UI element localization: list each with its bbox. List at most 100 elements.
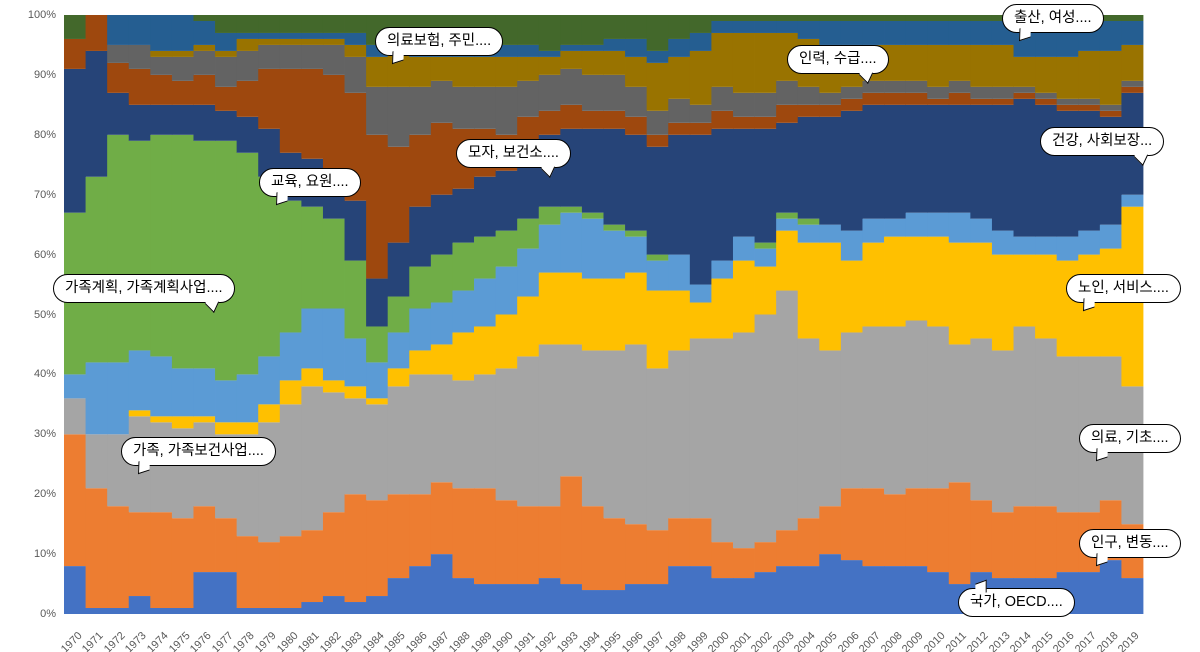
bar-segment bbox=[668, 15, 691, 39]
bar-segment bbox=[970, 242, 993, 339]
bar-segment bbox=[862, 566, 885, 614]
bar-segment bbox=[236, 80, 259, 117]
bar-segment bbox=[279, 404, 302, 537]
bar-segment bbox=[193, 104, 216, 141]
bar-segment bbox=[387, 368, 410, 387]
bar-segment bbox=[387, 146, 410, 243]
bar-segment bbox=[970, 86, 993, 99]
y-tick-label: 40% bbox=[33, 368, 56, 381]
bar-segment bbox=[754, 542, 777, 573]
bar-segment bbox=[366, 278, 389, 327]
bar-segment bbox=[85, 488, 108, 609]
bar-segment bbox=[581, 278, 604, 351]
bar-segment bbox=[948, 92, 971, 105]
y-tick-label: 10% bbox=[33, 548, 56, 561]
bar-segment bbox=[279, 38, 302, 45]
bar-segment bbox=[927, 236, 950, 327]
bar-segment bbox=[689, 566, 712, 614]
bar-segment bbox=[819, 104, 842, 117]
bar-segment bbox=[193, 44, 216, 51]
bar-segment bbox=[840, 98, 863, 111]
bar-segment bbox=[668, 122, 691, 135]
bar-segment bbox=[107, 506, 130, 609]
y-tick-label: 0% bbox=[40, 608, 56, 620]
bar-segment bbox=[301, 206, 324, 309]
bar-segment bbox=[128, 410, 151, 417]
bar-segment bbox=[732, 548, 755, 579]
bar-segment bbox=[452, 56, 475, 87]
bar-segment bbox=[344, 32, 367, 45]
bar-segment bbox=[387, 332, 410, 369]
bar-segment bbox=[366, 56, 389, 87]
bar-segment bbox=[840, 332, 863, 489]
bar-segment bbox=[301, 15, 324, 33]
bar-segment bbox=[603, 350, 626, 519]
bar-segment bbox=[625, 15, 648, 39]
bar-segment bbox=[1056, 56, 1079, 99]
bar-segment bbox=[1035, 506, 1058, 579]
bar-segment bbox=[689, 15, 712, 33]
bar-segment bbox=[430, 554, 453, 614]
bar-segment bbox=[970, 104, 993, 219]
bar-segment bbox=[970, 98, 993, 105]
bar-segment bbox=[711, 338, 734, 543]
bar-segment bbox=[581, 15, 604, 45]
bar-segment bbox=[948, 212, 971, 243]
bar-segment bbox=[387, 86, 410, 147]
callout-bubble: 건강, 사회보장... bbox=[1040, 127, 1165, 156]
bar-segment bbox=[625, 272, 648, 345]
bar-segment bbox=[991, 104, 1014, 231]
bar-segment bbox=[301, 44, 324, 69]
bar-segment bbox=[625, 134, 648, 231]
bar-segment bbox=[1013, 98, 1036, 237]
bar-segment bbox=[193, 140, 216, 369]
bar-segment bbox=[1035, 338, 1058, 507]
bar-segment bbox=[430, 374, 453, 483]
bar-segment bbox=[948, 20, 971, 45]
bar-segment bbox=[430, 122, 453, 195]
bar-segment bbox=[538, 56, 561, 75]
callout-bubble: 의료, 기초.... bbox=[1079, 424, 1181, 453]
bar-segment bbox=[85, 434, 108, 489]
bar-segment bbox=[754, 15, 777, 21]
bar-segment bbox=[495, 500, 518, 585]
callout-bubble: 가족계획, 가족계획사업.... bbox=[53, 274, 235, 303]
bar-segment bbox=[495, 368, 518, 501]
bar-segment bbox=[754, 314, 777, 543]
bar-segment bbox=[668, 518, 691, 567]
bar-segment bbox=[193, 15, 216, 21]
bar-segment bbox=[862, 218, 885, 243]
bar-segment bbox=[258, 38, 281, 45]
bar-segment bbox=[430, 344, 453, 375]
bar-segment bbox=[581, 110, 604, 129]
bar-segment bbox=[279, 608, 302, 614]
bar-segment bbox=[840, 20, 863, 45]
bar-segment bbox=[322, 596, 345, 614]
bar-segment bbox=[625, 116, 648, 135]
bar-segment bbox=[344, 200, 367, 261]
bar-segment bbox=[603, 38, 626, 51]
y-tick-label: 50% bbox=[33, 308, 56, 321]
bar-segment bbox=[64, 15, 86, 39]
bar-segment bbox=[64, 374, 86, 399]
bar-segment bbox=[1078, 98, 1101, 105]
bar-segment bbox=[128, 140, 151, 351]
bar-segment bbox=[1035, 104, 1058, 237]
callout-bubble: 출산, 여성.... bbox=[1002, 4, 1104, 33]
y-tick-label: 70% bbox=[33, 188, 56, 201]
bar-segment bbox=[474, 278, 496, 327]
bar-segment bbox=[819, 116, 842, 225]
bar-segment bbox=[776, 212, 799, 219]
bar-segment bbox=[538, 578, 561, 614]
bar-segment bbox=[474, 236, 496, 279]
bar-segment bbox=[452, 380, 475, 489]
bar-segment bbox=[560, 44, 583, 51]
bar-segment bbox=[128, 104, 151, 141]
bar-segment bbox=[128, 350, 151, 411]
bar-segment bbox=[862, 242, 885, 327]
bar-segment bbox=[452, 86, 475, 129]
bar-segment bbox=[387, 386, 410, 495]
bar-segment bbox=[905, 44, 928, 81]
bar-segment bbox=[322, 38, 345, 45]
bar-segment bbox=[646, 50, 669, 63]
